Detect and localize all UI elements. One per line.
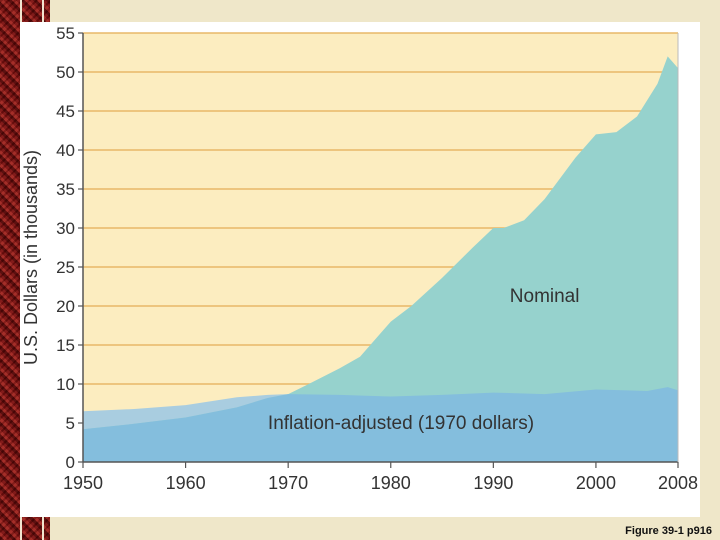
y-tick-label-10: 10	[56, 375, 75, 394]
y-tick-label-20: 20	[56, 297, 75, 316]
y-tick-label-55: 55	[56, 24, 75, 43]
y-tick-label-0: 0	[66, 453, 75, 472]
x-tick-label-1950: 1950	[63, 473, 103, 493]
y-tick-label-35: 35	[56, 180, 75, 199]
y-tick-label-45: 45	[56, 102, 75, 121]
inflation-series-label: Inflation-adjusted (1970 dollars)	[268, 413, 534, 434]
y-tick-label-50: 50	[56, 63, 75, 82]
nominal-area	[83, 56, 678, 463]
y-tick-label-30: 30	[56, 219, 75, 238]
chart-panel: 0 5 10 15 20 25 30 35 40 45 50 55 1950 1960 1970 1980 19…	[20, 22, 700, 517]
x-tick-label-2008: 2008	[658, 473, 698, 493]
figure-caption: Figure 39-1 p916	[625, 525, 712, 537]
income-area-chart: 0 5 10 15 20 25 30 35 40 45 50 55 1950 1960 1970 1980 19…	[21, 24, 698, 493]
y-tick-label-15: 15	[56, 336, 75, 355]
x-tick-label-1990: 1990	[473, 473, 513, 493]
y-axis-title: U.S. Dollars (in thousands)	[21, 150, 41, 365]
x-tick-label-1980: 1980	[371, 473, 411, 493]
y-tick-label-40: 40	[56, 141, 75, 160]
nominal-series-label: Nominal	[510, 286, 580, 307]
x-tick-label-1970: 1970	[268, 473, 308, 493]
x-tick-label-2000: 2000	[576, 473, 616, 493]
x-tick-label-1960: 1960	[166, 473, 206, 493]
y-tick-label-5: 5	[66, 414, 75, 433]
y-tick-label-25: 25	[56, 258, 75, 277]
